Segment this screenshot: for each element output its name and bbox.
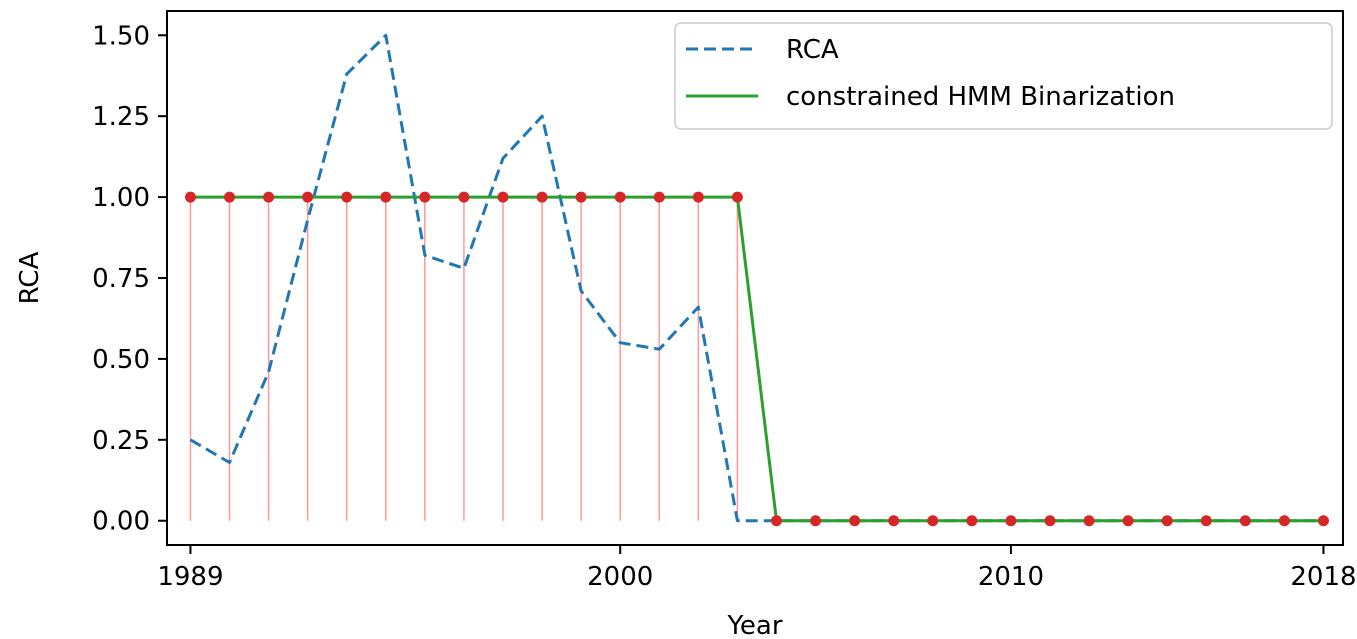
stem-marker	[731, 191, 743, 203]
stem-marker	[770, 515, 782, 527]
stem-marker	[1317, 515, 1329, 527]
stem-marker	[184, 191, 196, 203]
stem-marker	[1278, 515, 1290, 527]
stem-marker	[263, 191, 275, 203]
y-axis-label: RCA	[15, 251, 45, 304]
stem-marker	[302, 191, 314, 203]
y-tick-label: 0.50	[92, 345, 150, 375]
stem-marker	[614, 191, 626, 203]
stem-marker	[224, 191, 236, 203]
stem-marker	[810, 515, 822, 527]
stem-marker	[888, 515, 900, 527]
stem-marker	[1239, 515, 1251, 527]
stem-marker	[458, 191, 470, 203]
plot-area	[184, 33, 1329, 527]
stem-marker	[1005, 515, 1017, 527]
stem-marker	[927, 515, 939, 527]
x-tick-label: 2000	[587, 562, 653, 592]
stem-marker	[341, 191, 353, 203]
hmm-series-line	[190, 195, 1324, 523]
x-tick-label: 1989	[157, 562, 223, 592]
stem-marker	[1044, 515, 1056, 527]
y-tick-label: 1.00	[92, 183, 150, 213]
x-axis-label: Year	[726, 611, 782, 639]
stem-marker	[1122, 515, 1134, 527]
stem-marker	[419, 191, 431, 203]
stem-marker	[497, 191, 509, 203]
stem-marker	[692, 191, 704, 203]
legend-label-rca: RCA	[786, 35, 839, 65]
stem-marker	[575, 191, 587, 203]
x-tick-label: 2010	[978, 562, 1044, 592]
stem-marker	[536, 191, 548, 203]
legend-box	[674, 22, 1333, 130]
legend: RCA constrained HMM Binarization	[674, 22, 1333, 130]
legend-label-hmm: constrained HMM Binarization	[786, 82, 1175, 112]
stem-marker	[1083, 515, 1095, 527]
y-tick-label: 0.75	[92, 264, 150, 294]
y-tick-label: 0.00	[92, 507, 150, 537]
stem-marker	[1200, 515, 1212, 527]
stem-marker	[380, 191, 392, 203]
axes: 0.00 0.25 0.50 0.75 1.00 1.25 1.50 1989 2000 2010…	[92, 21, 1356, 592]
stem-marker	[849, 515, 861, 527]
y-tick-label: 1.25	[92, 102, 150, 132]
y-tick-label: 1.50	[92, 21, 150, 51]
stem-marker	[966, 515, 978, 527]
x-tick-label: 2018	[1290, 562, 1356, 592]
y-tick-label: 0.25	[92, 426, 150, 456]
stem-marker	[653, 191, 665, 203]
stem-marker	[1161, 515, 1173, 527]
